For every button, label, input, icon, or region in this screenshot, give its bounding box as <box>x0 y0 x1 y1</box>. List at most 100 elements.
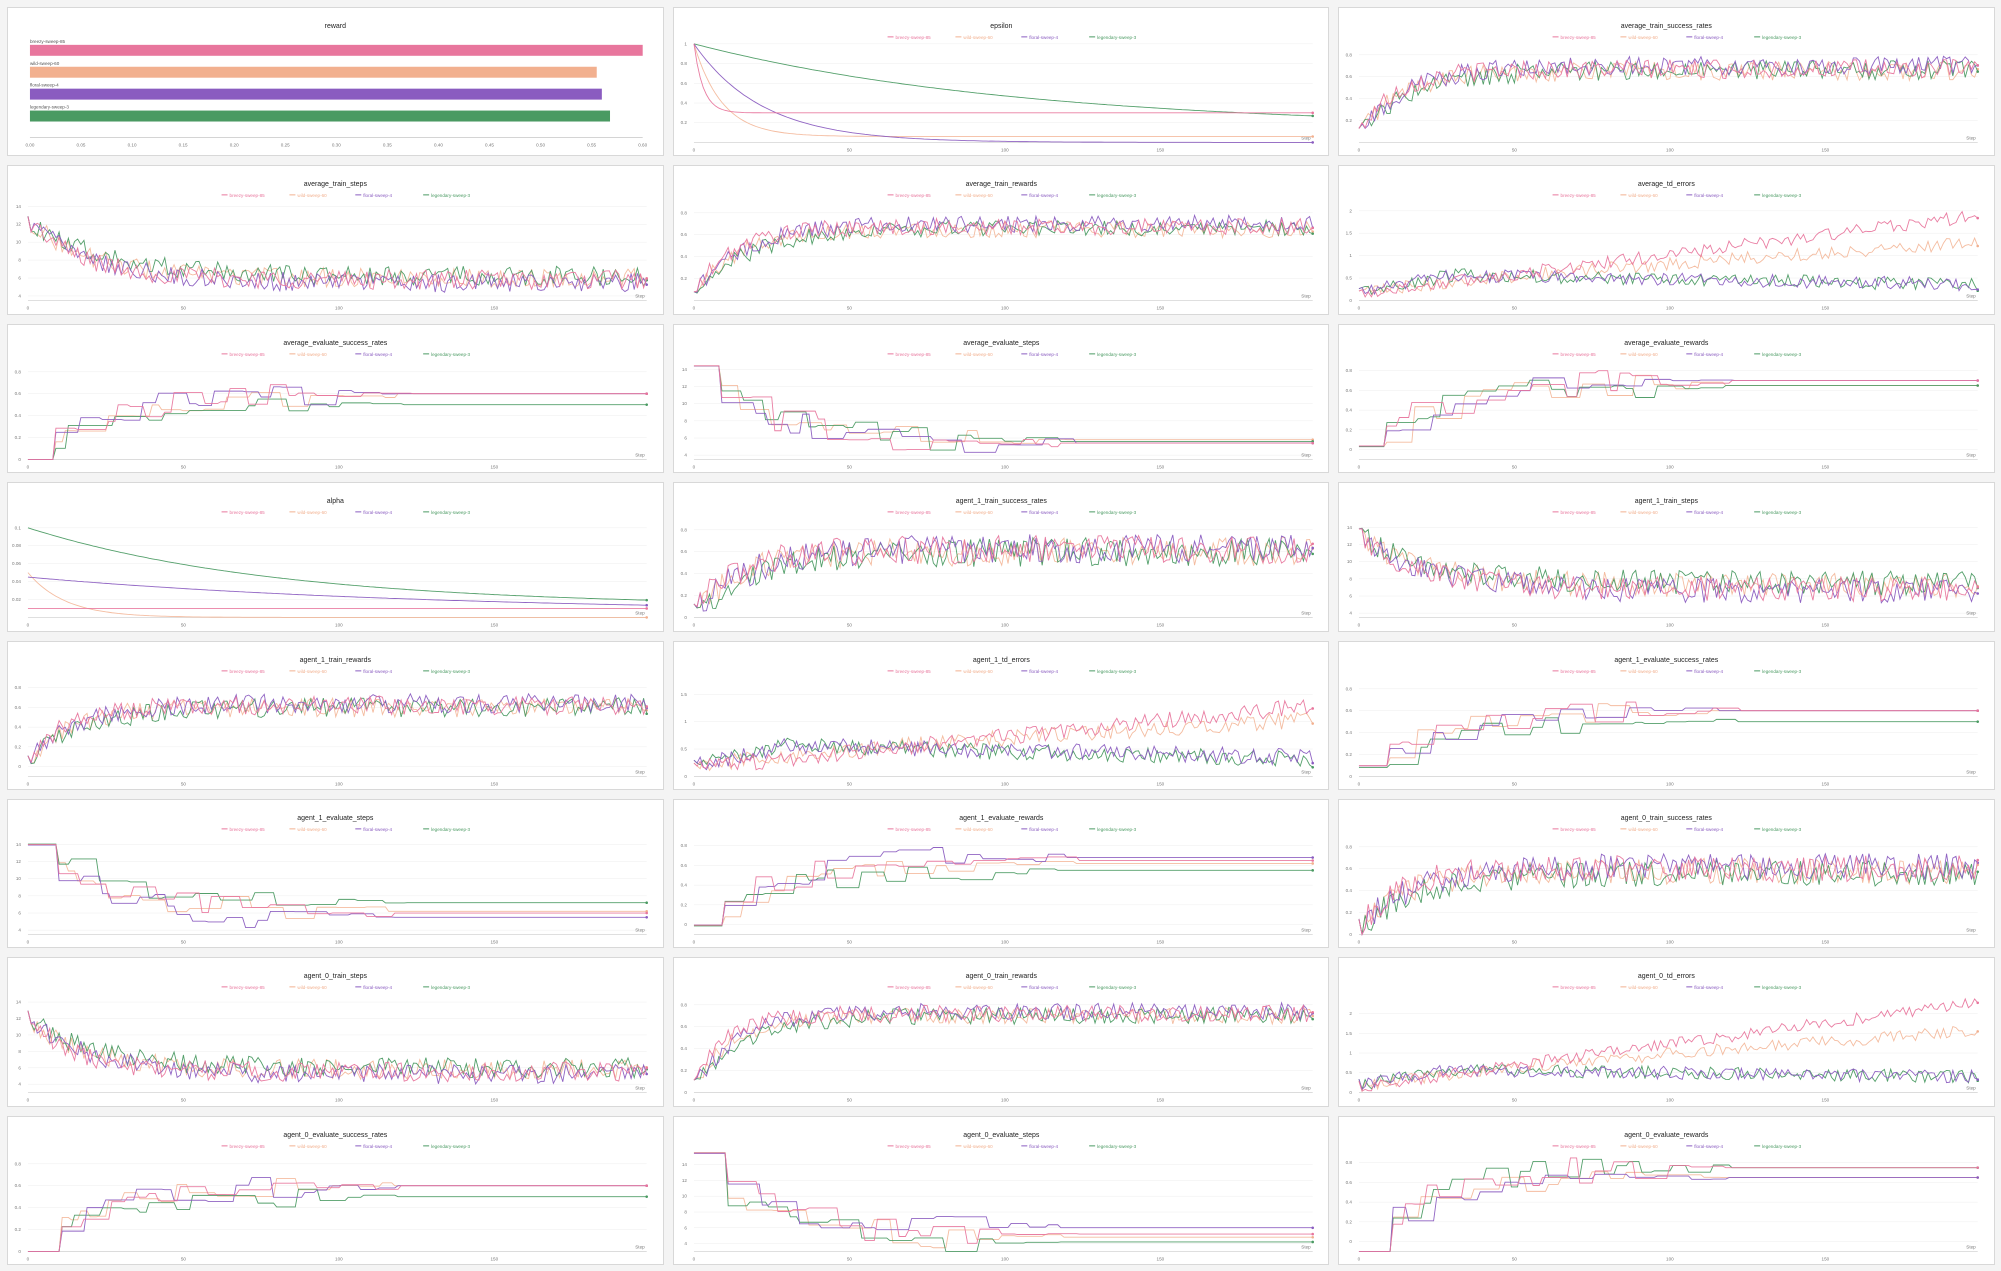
series-line-wild-sweep-60[interactable] <box>1358 1026 1979 1093</box>
legend-entry[interactable]: breezy-sweep-85 <box>230 985 266 990</box>
series-line-wild-sweep-60[interactable] <box>27 391 647 460</box>
legend-entry[interactable]: legendary-sweep-3 <box>1097 985 1136 990</box>
series-line-wild-sweep-60[interactable] <box>1358 856 1979 935</box>
legend-entry[interactable]: floral-sweep-4 <box>1029 510 1058 515</box>
series-line-floral-sweep-4[interactable] <box>1359 1173 1979 1252</box>
series-line-breezy-sweep-85[interactable] <box>693 365 1313 450</box>
legend-entry[interactable]: breezy-sweep-85 <box>230 193 266 198</box>
legend-entry[interactable]: legendary-sweep-3 <box>1762 1143 1801 1148</box>
series-line-breezy-sweep-85[interactable] <box>693 217 1313 293</box>
legend-entry[interactable]: floral-sweep-4 <box>363 827 392 832</box>
series-line-breezy-sweep-85[interactable] <box>693 1004 1313 1081</box>
series-line-legendary-sweep-3[interactable] <box>693 866 1313 927</box>
legend-entry[interactable]: legendary-sweep-3 <box>1097 352 1136 357</box>
legend-entry[interactable]: breezy-sweep-85 <box>1561 1143 1597 1148</box>
series-line-breezy-sweep-85[interactable] <box>693 1152 1313 1244</box>
legend-entry[interactable]: floral-sweep-4 <box>1029 985 1058 990</box>
legend-entry[interactable]: legendary-sweep-3 <box>1097 193 1136 198</box>
series-line-legendary-sweep-3[interactable] <box>27 527 647 601</box>
series-line-floral-sweep-4[interactable] <box>1359 528 1979 605</box>
legend-entry[interactable]: breezy-sweep-85 <box>1561 668 1597 673</box>
series-line-breezy-sweep-85[interactable] <box>27 1011 648 1083</box>
series-line-wild-sweep-60[interactable] <box>693 536 1313 609</box>
legend-entry[interactable]: breezy-sweep-85 <box>230 510 266 515</box>
series-line-wild-sweep-60[interactable] <box>693 365 1313 444</box>
legend-entry[interactable]: wild-sweep-60 <box>297 985 327 990</box>
legend-entry[interactable]: wild-sweep-60 <box>1629 193 1659 198</box>
legend-entry[interactable]: wild-sweep-60 <box>963 985 993 990</box>
bar[interactable] <box>29 66 597 78</box>
bar[interactable] <box>29 44 643 56</box>
series-line-floral-sweep-4[interactable] <box>27 1010 648 1086</box>
series-line-breezy-sweep-85[interactable] <box>1358 855 1979 936</box>
legend-entry[interactable]: wild-sweep-60 <box>1629 985 1659 990</box>
legend-entry[interactable]: legendary-sweep-3 <box>1097 510 1136 515</box>
series-line-floral-sweep-4[interactable] <box>27 386 647 460</box>
legend-entry[interactable]: breezy-sweep-85 <box>895 668 931 673</box>
series-line-wild-sweep-60[interactable] <box>27 696 647 763</box>
legend-entry[interactable]: wild-sweep-60 <box>1629 352 1659 357</box>
legend-entry[interactable]: floral-sweep-4 <box>1695 510 1724 515</box>
series-line-legendary-sweep-3[interactable] <box>1358 59 1979 129</box>
series-line-breezy-sweep-85[interactable] <box>1359 528 1979 604</box>
series-line-wild-sweep-60[interactable] <box>1359 528 1979 599</box>
legend-entry[interactable]: breezy-sweep-85 <box>1561 193 1597 198</box>
series-line-breezy-sweep-85[interactable] <box>27 694 648 763</box>
legend-entry[interactable]: wild-sweep-60 <box>963 1143 993 1148</box>
legend-entry[interactable]: wild-sweep-60 <box>1629 35 1659 40</box>
series-line-floral-sweep-4[interactable] <box>693 737 1313 770</box>
series-line-breezy-sweep-85[interactable] <box>693 698 1313 771</box>
legend-entry[interactable]: floral-sweep-4 <box>1029 668 1058 673</box>
series-line-legendary-sweep-3[interactable] <box>27 398 647 460</box>
series-line-wild-sweep-60[interactable] <box>1359 237 1979 295</box>
series-line-floral-sweep-4[interactable] <box>693 43 1313 143</box>
legend-entry[interactable]: legendary-sweep-3 <box>1762 668 1801 673</box>
legend-entry[interactable]: floral-sweep-4 <box>363 352 392 357</box>
legend-entry[interactable]: wild-sweep-60 <box>1629 510 1659 515</box>
series-line-legendary-sweep-3[interactable] <box>1359 379 1979 447</box>
legend-entry[interactable]: legendary-sweep-3 <box>431 668 470 673</box>
legend-entry[interactable]: wild-sweep-60 <box>963 668 993 673</box>
series-line-floral-sweep-4[interactable] <box>27 1176 647 1252</box>
legend-entry[interactable]: wild-sweep-60 <box>963 510 993 515</box>
series-line-breezy-sweep-85[interactable] <box>1359 1157 1979 1252</box>
legend-entry[interactable]: floral-sweep-4 <box>1695 35 1724 40</box>
series-line-floral-sweep-4[interactable] <box>693 846 1313 926</box>
legend-entry[interactable]: floral-sweep-4 <box>1695 1143 1724 1148</box>
legend-entry[interactable]: breezy-sweep-85 <box>895 193 931 198</box>
series-line-floral-sweep-4[interactable] <box>1359 269 1979 296</box>
legend-entry[interactable]: legendary-sweep-3 <box>1097 827 1136 832</box>
legend-entry[interactable]: wild-sweep-60 <box>297 510 327 515</box>
series-line-breezy-sweep-85[interactable] <box>27 216 648 291</box>
legend-entry[interactable]: floral-sweep-4 <box>363 1143 392 1148</box>
legend-entry[interactable]: wild-sweep-60 <box>1629 668 1659 673</box>
legend-entry[interactable]: legendary-sweep-3 <box>1762 827 1801 832</box>
legend-entry[interactable]: wild-sweep-60 <box>1629 827 1659 832</box>
series-line-wild-sweep-60[interactable] <box>27 216 647 289</box>
legend-entry[interactable]: legendary-sweep-3 <box>431 827 470 832</box>
legend-entry[interactable]: wild-sweep-60 <box>963 193 993 198</box>
series-line-legendary-sweep-3[interactable] <box>1358 858 1979 935</box>
series-line-floral-sweep-4[interactable] <box>693 1152 1313 1230</box>
legend-entry[interactable]: wild-sweep-60 <box>297 1143 327 1148</box>
legend-entry[interactable]: legendary-sweep-3 <box>431 985 470 990</box>
legend-entry[interactable]: breezy-sweep-85 <box>230 668 266 673</box>
legend-entry[interactable]: floral-sweep-4 <box>1695 193 1724 198</box>
legend-entry[interactable]: floral-sweep-4 <box>1695 668 1724 673</box>
series-line-legendary-sweep-3[interactable] <box>1359 716 1979 768</box>
series-line-breezy-sweep-85[interactable] <box>693 43 1313 114</box>
series-line-breezy-sweep-85[interactable] <box>27 1182 647 1252</box>
bar[interactable] <box>29 88 602 100</box>
series-line-legendary-sweep-3[interactable] <box>693 1152 1313 1252</box>
legend-entry[interactable]: breezy-sweep-85 <box>895 352 931 357</box>
series-line-legendary-sweep-3[interactable] <box>693 1006 1313 1081</box>
legend-entry[interactable]: legendary-sweep-3 <box>1097 668 1136 673</box>
legend-entry[interactable]: floral-sweep-4 <box>363 985 392 990</box>
legend-entry[interactable]: floral-sweep-4 <box>1695 985 1724 990</box>
legend-entry[interactable]: breezy-sweep-85 <box>230 827 266 832</box>
legend-entry[interactable]: wild-sweep-60 <box>963 352 993 357</box>
legend-entry[interactable]: floral-sweep-4 <box>1029 827 1058 832</box>
legend-entry[interactable]: floral-sweep-4 <box>1695 827 1724 832</box>
series-line-breezy-sweep-85[interactable] <box>1359 370 1979 447</box>
legend-entry[interactable]: floral-sweep-4 <box>363 193 392 198</box>
